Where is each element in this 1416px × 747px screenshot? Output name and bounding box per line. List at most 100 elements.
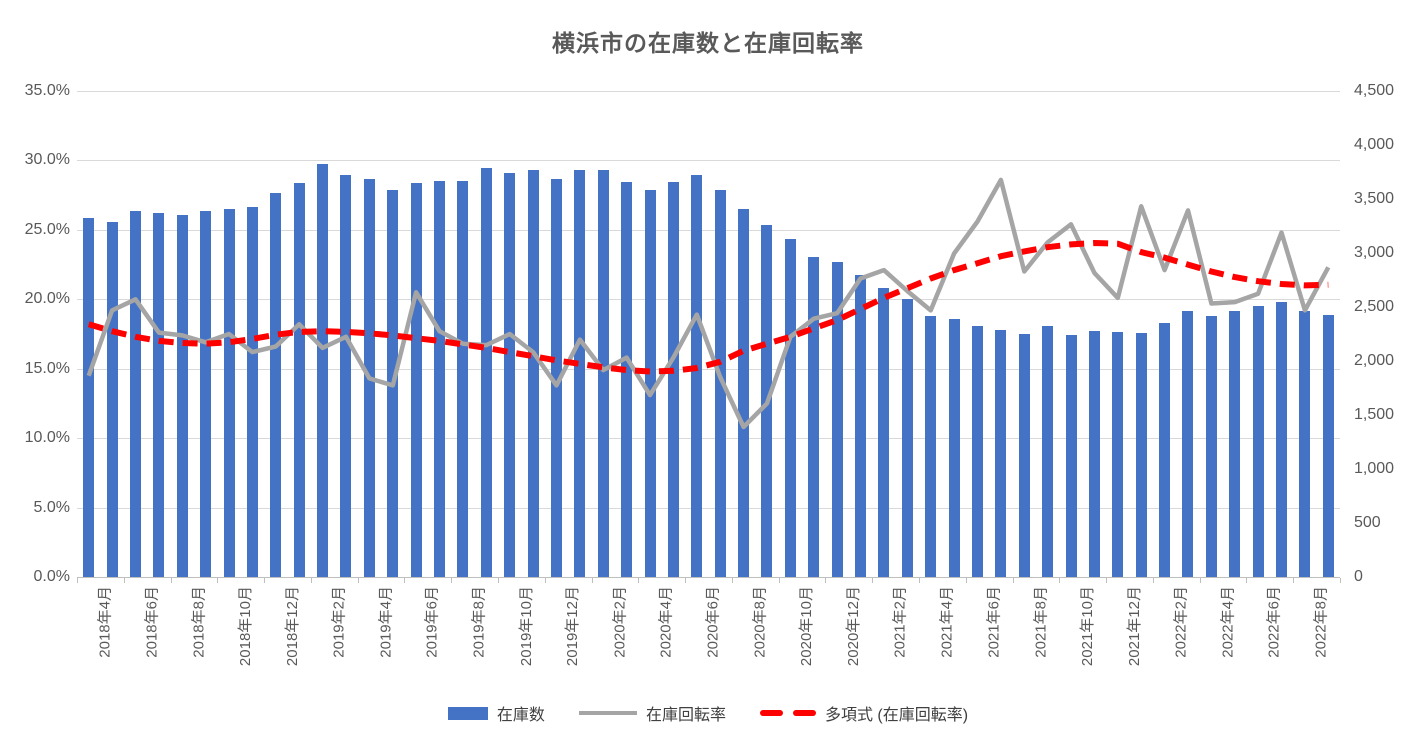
bar-2021年7月	[995, 329, 1007, 577]
x-axis-label-2022年6月: 2022年6月	[1266, 586, 1284, 658]
bar-series-swatch	[447, 706, 488, 720]
gridline	[77, 91, 1340, 92]
left-axis-tick-label: 5.0%	[33, 498, 70, 516]
x-axis-tick	[778, 578, 780, 583]
bar-2022年6月	[1252, 306, 1264, 577]
legend-label: 在庫回転率	[645, 707, 726, 724]
line-series-layer	[86, 177, 1331, 430]
x-axis-label-2019年12月: 2019年12月	[564, 586, 582, 667]
x-axis-label-2018年6月: 2018年6月	[143, 586, 161, 658]
bar-2020年3月	[621, 182, 633, 577]
right-axis-tick-label: 2,500	[1354, 298, 1395, 315]
x-axis-label-2021年2月: 2021年2月	[891, 586, 909, 658]
x-axis-tick	[217, 578, 219, 583]
x-axis-label-2020年2月: 2020年2月	[611, 586, 629, 658]
x-axis-tick	[638, 578, 640, 583]
x-axis-label-2019年8月: 2019年8月	[470, 586, 488, 658]
right-axis-tick-label: 500	[1354, 514, 1381, 531]
bar-2020年7月	[714, 190, 726, 577]
x-axis-tick	[404, 578, 406, 583]
gridline	[77, 438, 1340, 440]
x-axis-tick	[451, 578, 453, 583]
chart-title: 横浜市の在庫数と在庫回転率	[552, 30, 864, 56]
x-axis-tick	[965, 578, 967, 583]
x-axis-label-2019年4月: 2019年4月	[377, 586, 395, 658]
legend-item-bar-series: 在庫数	[447, 701, 545, 725]
plot-area	[77, 91, 1341, 583]
x-axis-label-2020年8月: 2020年8月	[751, 586, 769, 658]
bar-2019年11月	[527, 169, 539, 577]
bar-2020年2月	[597, 169, 609, 577]
line-series-swatch	[578, 711, 637, 715]
bar-2019年12月	[550, 179, 562, 577]
x-axis-label-2020年10月: 2020年10月	[798, 586, 816, 667]
gridline	[77, 507, 1340, 509]
right-axis-tick-label: 3,000	[1354, 244, 1395, 261]
legend: 在庫数 在庫回転率 多項式 (在庫回転率)	[0, 701, 1416, 725]
right-axis-tick-label: 2,000	[1354, 352, 1395, 369]
bar-2022年5月	[1229, 310, 1241, 577]
x-axis-tick	[1199, 578, 1201, 583]
x-axis-tick	[310, 578, 312, 583]
bar-2022年8月	[1299, 311, 1311, 577]
x-axis-label-2018年4月: 2018年4月	[96, 586, 114, 658]
left-axis-tick-label: 35.0%	[24, 82, 70, 99]
bar-2020年5月	[667, 182, 679, 577]
x-axis-label-2020年12月: 2020年12月	[845, 586, 863, 667]
bar-2021年5月	[948, 318, 960, 577]
right-axis-tick-label: 3,500	[1354, 190, 1395, 207]
gridline	[77, 160, 1340, 162]
bar-2021年10月	[1065, 334, 1077, 577]
bar-2019年10月	[504, 173, 516, 577]
x-axis-tick	[544, 578, 546, 583]
bar-2019年8月	[457, 180, 469, 577]
bar-2018年8月	[176, 214, 188, 577]
bar-2022年1月	[1135, 332, 1147, 577]
x-axis-tick	[357, 578, 359, 583]
bar-2018年7月	[153, 212, 165, 577]
bar-2018年5月	[106, 221, 118, 577]
gridline	[77, 229, 1340, 231]
x-axis-tick	[919, 578, 920, 583]
left-axis-tick-label: 25.0%	[24, 220, 70, 238]
x-axis-tick	[591, 578, 593, 583]
legend-label: 在庫数	[496, 707, 545, 724]
x-axis-tick	[123, 578, 125, 583]
left-axis-tick-label: 0.0%	[33, 568, 70, 585]
legend-label: 多項式 (在庫回転率)	[824, 707, 969, 724]
trendline-polynomial	[87, 240, 1329, 375]
x-axis-label-2020年4月: 2020年4月	[658, 586, 676, 658]
x-axis-label-2021年8月: 2021年8月	[1032, 586, 1050, 658]
bar-2021年8月	[1018, 334, 1030, 577]
bar-2018年6月	[129, 211, 141, 577]
bar-2019年1月	[293, 182, 305, 577]
bar-2021年6月	[971, 325, 983, 577]
bar-2018年11月	[246, 207, 258, 577]
x-axis-label-2020年6月: 2020年6月	[704, 586, 722, 658]
legend-item-trendline: 多項式 (在庫回転率)	[759, 701, 969, 725]
legend-item-line-series: 在庫回転率	[578, 701, 726, 725]
x-axis-tick	[1293, 578, 1295, 583]
bar-2021年3月	[901, 298, 913, 577]
bar-2020年8月	[738, 209, 750, 577]
bar-2020年6月	[691, 174, 703, 577]
left-axis-tick-label: 20.0%	[24, 290, 70, 308]
left-axis-tick-label: 15.0%	[24, 359, 70, 377]
right-axis-tick-label: 0	[1354, 568, 1363, 585]
right-axis-tick-label: 4,000	[1354, 136, 1395, 153]
bar-2020年10月	[784, 238, 796, 577]
bar-2022年4月	[1205, 315, 1217, 577]
bar-2019年9月	[480, 168, 492, 577]
x-axis-tick	[1012, 578, 1014, 583]
bar-2021年9月	[1042, 326, 1054, 577]
x-axis-label-2022年4月: 2022年4月	[1219, 586, 1237, 658]
x-axis-label-2022年8月: 2022年8月	[1312, 586, 1330, 658]
bar-2021年2月	[878, 287, 890, 577]
x-axis-label-2018年8月: 2018年8月	[190, 586, 208, 658]
trendline-swatch	[759, 710, 816, 716]
x-axis-tick	[1246, 578, 1248, 583]
right-axis-tick-label: 4,500	[1354, 82, 1395, 99]
x-axis-label-2018年12月: 2018年12月	[283, 586, 301, 667]
x-axis-tick	[1340, 578, 1341, 583]
